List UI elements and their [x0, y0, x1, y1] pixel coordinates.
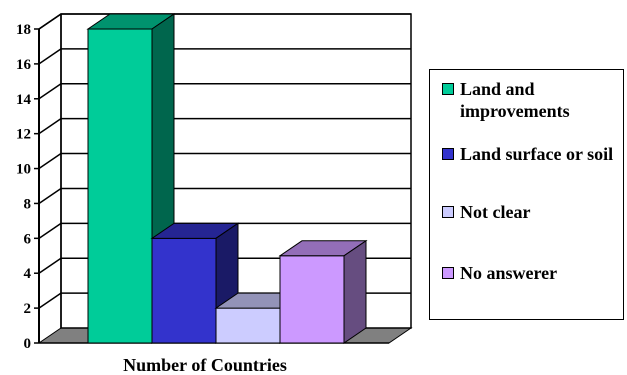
y-tick-label: 0: [24, 336, 32, 352]
bar-front: [151, 237, 217, 344]
bar-side: [343, 239, 367, 344]
y-tick-label: 12: [16, 127, 31, 143]
legend-swatch: [442, 206, 454, 218]
side-gridline: [38, 257, 62, 274]
side-gridline: [38, 222, 62, 239]
bar-front: [279, 255, 345, 344]
bar-front: [215, 307, 281, 344]
y-tick-label: 18: [16, 22, 31, 38]
side-gridline: [38, 152, 62, 170]
legend-label: Land and improvements: [460, 79, 570, 121]
side-wall-top-edge: [38, 13, 62, 30]
y-tick-label: 8: [24, 196, 32, 212]
side-gridline: [38, 118, 62, 135]
legend-item-land-and-improvements: Land and improvements: [442, 78, 620, 122]
side-gridline: [38, 83, 62, 100]
legend-label: Land surface or soil: [460, 144, 614, 164]
bar-front: [87, 28, 153, 344]
y-tick-label: 10: [16, 162, 31, 178]
legend-item-not-clear: Not clear: [442, 201, 620, 223]
y-tick-label: 16: [16, 57, 32, 73]
y-tick-label: 2: [24, 301, 32, 317]
bar-land-surface-or-soil: [150, 222, 240, 344]
bar-no-answerer: [278, 239, 368, 344]
x-axis-title: Number of Countries: [123, 355, 287, 375]
legend-label: No answerer: [460, 263, 558, 283]
side-gridline: [38, 187, 62, 205]
legend-item-land-surface-or-soil: Land surface or soil: [442, 143, 620, 165]
y-tick-label: 4: [24, 266, 32, 282]
legend-label: Not clear: [460, 202, 531, 222]
side-gridline: [38, 292, 62, 309]
legend-swatch: [442, 83, 454, 95]
y-tick-label: 6: [24, 231, 32, 247]
y-tick-label: 14: [16, 92, 32, 108]
legend-item-no-answerer: No answerer: [442, 262, 620, 284]
legend-swatch: [442, 148, 454, 160]
legend: Land and improvements Land surface or so…: [429, 69, 624, 320]
side-gridline: [38, 48, 62, 65]
legend-swatch: [442, 267, 454, 279]
